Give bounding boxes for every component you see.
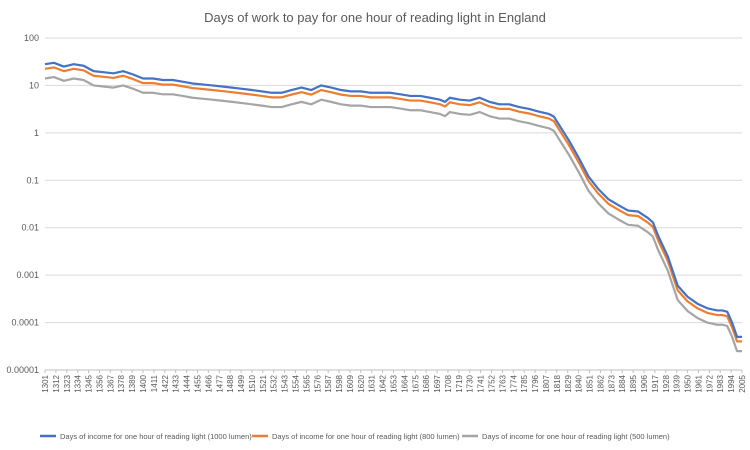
x-tick-label: 1565 [302,374,311,392]
legend-label: Days of income for one hour of reading l… [482,432,670,441]
x-tick-label: 1400 [139,374,148,392]
x-tick-label: 1829 [564,374,573,392]
x-tick-label: 1444 [183,374,192,392]
x-tick-label: 1928 [662,374,671,392]
x-tick-label: 1862 [596,374,605,392]
x-tick-label: 1323 [63,374,72,392]
x-tick-label: 1554 [291,374,300,392]
y-tick-label: 10 [29,80,39,90]
x-tick-label: 1455 [193,374,202,392]
x-tick-label: 1598 [335,374,344,392]
y-tick-label: 0.001 [16,270,39,280]
x-tick-label: 1301 [41,374,50,392]
x-tick-label: 1466 [204,374,213,392]
series-line [44,61,742,338]
x-tick-label: 1510 [248,374,257,392]
chart-title: Days of work to pay for one hour of read… [204,10,546,25]
x-tick-label: 1686 [422,374,431,392]
x-tick-label: 1785 [520,374,529,392]
x-tick-label: 1994 [727,374,736,392]
x-tick-label: 1796 [531,374,540,392]
series-line [44,75,742,353]
x-tick-label: 1411 [150,374,159,392]
y-tick-label: 0.0001 [11,318,39,328]
x-tick-label: 1675 [411,374,420,392]
x-tick-label: 1763 [498,374,507,392]
x-tick-label: 1576 [313,374,322,392]
x-tick-label: 1950 [684,374,693,392]
x-tick-label: 1840 [575,374,584,392]
x-tick-label: 1543 [281,374,290,392]
x-tick-label: 1774 [509,374,518,392]
legend-label: Days of income for one hour of reading l… [272,432,460,441]
x-tick-label: 1334 [74,374,83,392]
x-tick-label: 1433 [172,374,181,392]
x-tick-label: 1356 [95,374,104,392]
x-tick-label: 1807 [542,374,551,392]
x-tick-label: 1499 [237,374,246,392]
x-tick-label: 1477 [215,374,224,392]
x-tick-label: 1488 [226,374,235,392]
x-tick-label: 1345 [85,374,94,392]
x-tick-label: 1730 [466,374,475,392]
y-tick-label: 0.1 [26,175,39,185]
x-tick-label: 1741 [477,374,486,392]
x-tick-label: 1895 [629,374,638,392]
y-tick-label: 0.00001 [6,365,39,375]
x-tick-label: 1851 [586,374,595,392]
x-tick-label: 1884 [618,374,627,392]
x-tick-label: 1752 [488,374,497,392]
x-tick-label: 1664 [400,374,409,392]
x-tick-label: 2005 [738,374,747,392]
x-tick-label: 1906 [640,374,649,392]
x-tick-label: 1708 [444,374,453,392]
x-tick-label: 1939 [673,374,682,392]
series-line [44,66,742,343]
legend-label: Days of income for one hour of reading l… [60,432,252,441]
x-tick-label: 1312 [52,374,61,392]
x-tick-label: 1961 [694,374,703,392]
x-tick-label: 1983 [716,374,725,392]
y-tick-label: 0.01 [21,223,39,233]
x-tick-label: 1972 [705,374,714,392]
x-tick-label: 1367 [106,374,115,392]
x-tick-label: 1587 [324,374,333,392]
x-tick-label: 1378 [117,374,126,392]
x-tick-label: 1389 [128,374,137,392]
x-tick-label: 1422 [161,374,170,392]
y-tick-label: 1 [34,128,39,138]
x-tick-label: 1818 [553,374,562,392]
x-tick-label: 1532 [270,374,279,392]
x-tick-label: 1697 [433,374,442,392]
x-tick-label: 1642 [379,374,388,392]
x-tick-label: 1609 [346,374,355,392]
x-tick-label: 1719 [455,374,464,392]
x-tick-label: 1631 [368,374,377,392]
x-tick-label: 1620 [357,374,366,392]
x-tick-label: 1873 [607,374,616,392]
x-tick-label: 1653 [390,374,399,392]
y-tick-label: 100 [24,33,39,43]
x-tick-label: 1521 [259,374,268,392]
x-tick-label: 1917 [651,374,660,392]
